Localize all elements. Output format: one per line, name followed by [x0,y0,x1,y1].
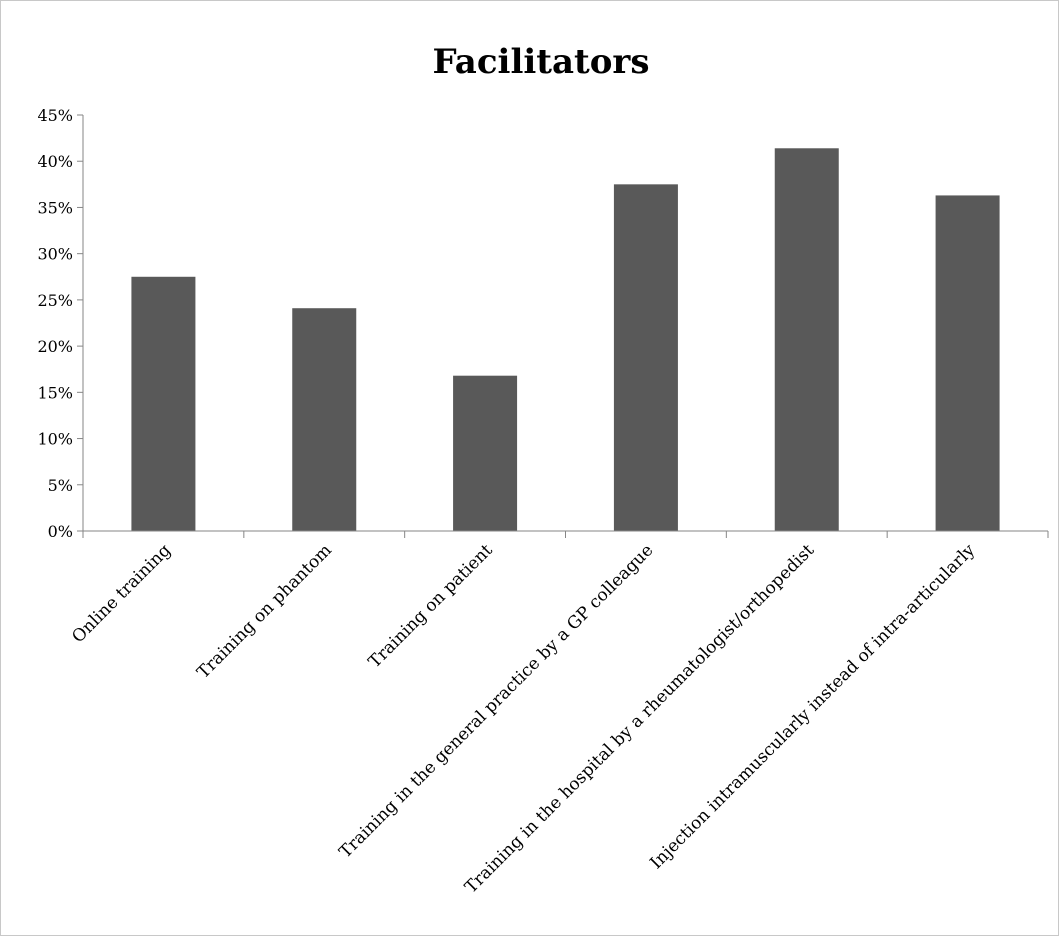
bar [774,148,839,531]
x-tick-label: Training on phantom [193,540,335,682]
y-tick-label: 15% [37,383,73,402]
x-tick-label: Training in the general practice by a GP… [336,540,658,862]
bar [292,308,357,531]
bars [131,148,1000,532]
axes [82,115,1049,538]
x-tick-label: Training in the hospital by a rheumatolo… [461,540,818,897]
x-tick-label: Training on patient [365,540,497,672]
y-tick-label: 10% [37,430,73,449]
x-tick-label: Injection intramuscularly instead of int… [646,540,979,873]
y-tick-label: 25% [37,291,73,310]
y-tick-label: 35% [37,198,73,217]
y-axis-ticks: 0% 5% 10% 15% 20% 25% 30% 35% 40% 45% [37,106,83,541]
y-tick-label: 5% [48,476,73,495]
bar [613,184,678,532]
bar [453,375,518,531]
bar [935,195,1000,531]
x-axis-labels: Online training Training on phantom Traini… [68,540,979,897]
x-tick-label: Online training [68,540,175,647]
y-tick-label: 0% [48,522,73,541]
y-tick-label: 20% [37,337,73,356]
y-tick-label: 40% [37,152,73,171]
y-tick-label: 30% [37,245,73,264]
bar [131,276,196,531]
chart-title: Facilitators [433,42,650,82]
y-tick-label: 45% [37,106,73,125]
